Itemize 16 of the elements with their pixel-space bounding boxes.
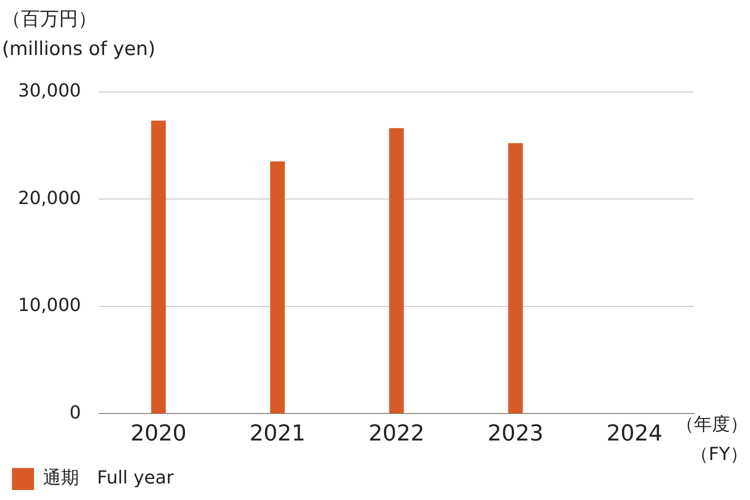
y-tick-label: 20,000 bbox=[18, 188, 81, 209]
y-tick-label: 10,000 bbox=[18, 295, 81, 316]
legend-label: 通期 Full year bbox=[43, 468, 174, 489]
y-tick-label: 0 bbox=[70, 402, 81, 424]
y-tick-label: 30,000 bbox=[18, 80, 81, 102]
x-tick-label: 2022 bbox=[368, 422, 424, 447]
x-tick-label: 2023 bbox=[487, 422, 544, 447]
bar bbox=[508, 143, 523, 414]
x-tick-label: 2020 bbox=[130, 422, 186, 447]
x-tick-label: 2024 bbox=[606, 422, 662, 447]
bar bbox=[151, 120, 166, 414]
y-axis-title: （百万円） (millions of yen) bbox=[2, 7, 156, 62]
bar bbox=[270, 161, 285, 414]
x-tick-label: 2021 bbox=[249, 422, 306, 447]
bar bbox=[389, 128, 404, 414]
x-axis-title: （年度）（FY） bbox=[675, 413, 748, 467]
